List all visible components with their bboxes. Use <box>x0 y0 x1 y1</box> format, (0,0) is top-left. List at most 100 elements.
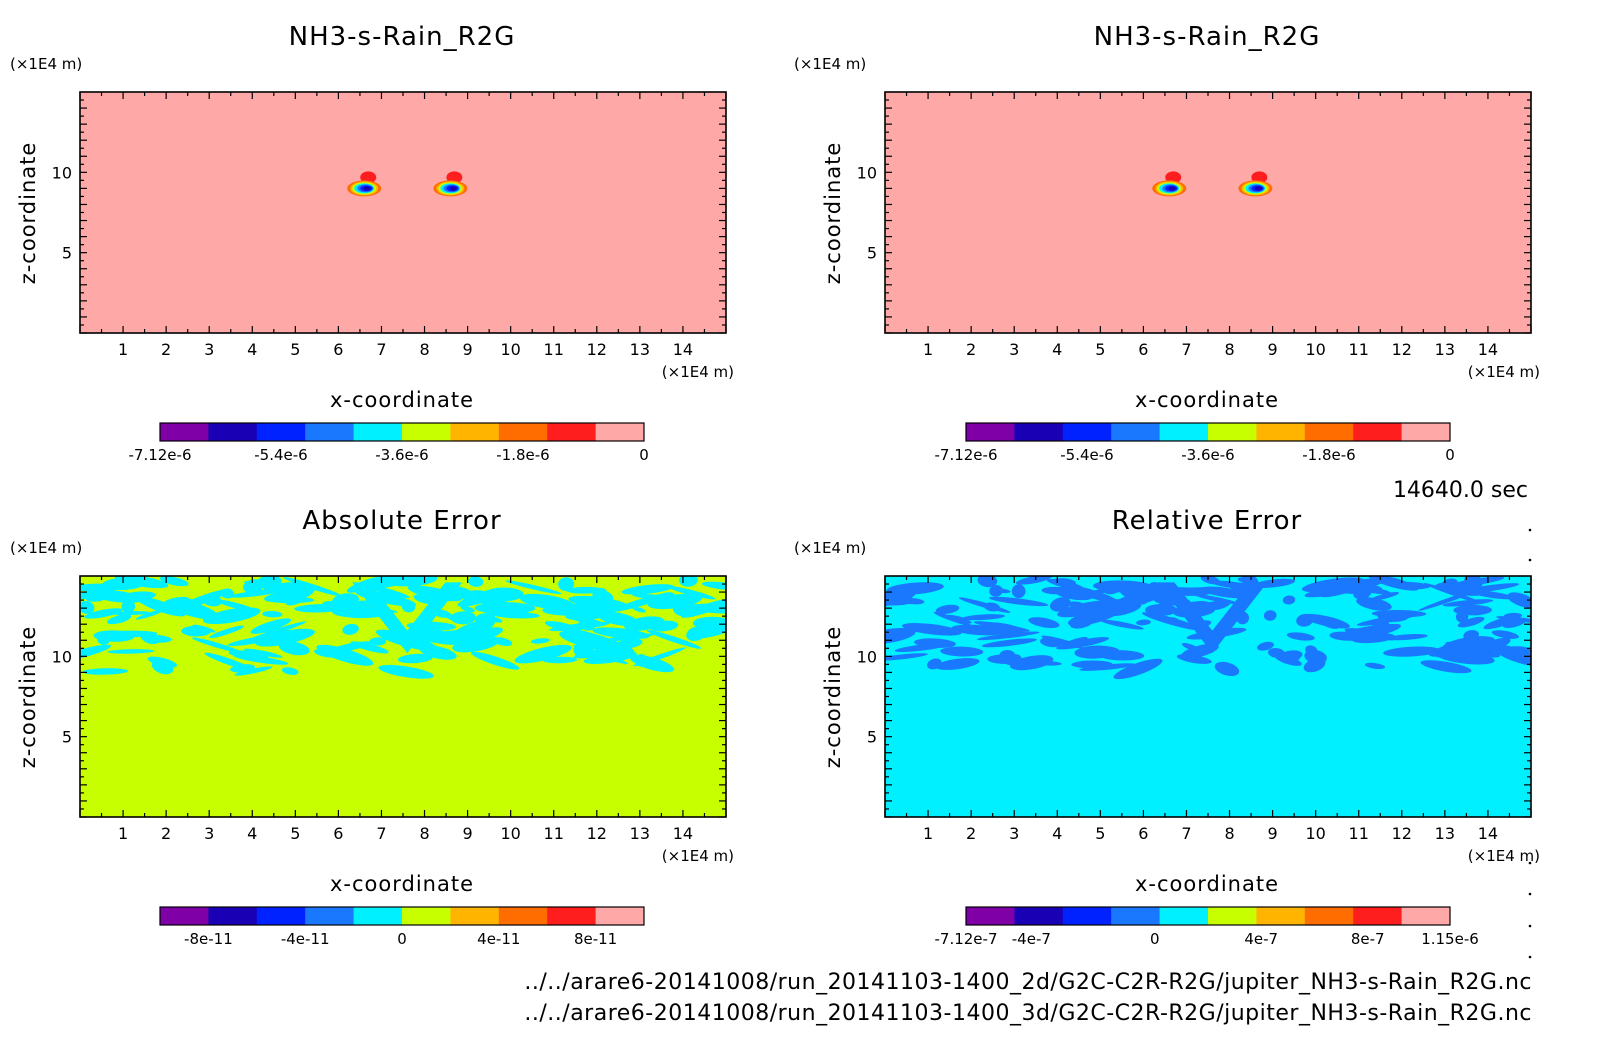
colorbar-label: -7.12e-7 <box>935 930 998 948</box>
colorbar-label: -5.4e-6 <box>1060 446 1113 464</box>
noise-patch <box>530 638 550 644</box>
noise-patch <box>1099 619 1144 630</box>
x-tick-label: 1 <box>118 824 128 843</box>
noise-patch <box>940 646 984 657</box>
noise-patch <box>988 596 1049 607</box>
noise-patch <box>1041 635 1084 649</box>
axis-ticks <box>884 92 1532 334</box>
axis-ticks <box>884 576 1532 818</box>
noise-patch <box>1420 660 1472 674</box>
colorbar-swatch <box>305 423 355 441</box>
noise-patch <box>1491 630 1519 639</box>
x-tick-label: 1 <box>923 824 933 843</box>
y-unit-label: (×1E4 m) <box>794 55 866 73</box>
noise-patch <box>564 627 624 646</box>
colorbar-swatch <box>1401 907 1451 925</box>
noise-patch <box>894 642 953 653</box>
x-tick-label: 11 <box>544 340 564 359</box>
x-tick-label: 9 <box>1268 824 1278 843</box>
x-tick-label: 2 <box>161 340 171 359</box>
x-tick-label: 14 <box>1478 340 1498 359</box>
colorbar-label: -7.12e-6 <box>129 446 192 464</box>
colorbar-label: -7.12e-6 <box>935 446 998 464</box>
noise-patch <box>1370 592 1400 601</box>
colorbar-swatch <box>966 423 1015 441</box>
noise-patch <box>146 602 189 615</box>
colorbar-swatch <box>966 907 1015 925</box>
noise-patch <box>331 593 359 608</box>
x-tick-label: 2 <box>161 824 171 843</box>
noise-patch <box>1085 599 1127 612</box>
noise-patch <box>542 603 600 616</box>
x-axis-label: x-coordinate <box>1135 388 1279 412</box>
panel-bottom-right: Relative Error (×1E4 m) 1 2 3 4 5 6 7 8 9 10 11 12 1… <box>794 506 1540 948</box>
noise-patch <box>1377 610 1409 622</box>
noise-patch <box>1103 580 1125 595</box>
noise-patch <box>646 629 702 649</box>
colorbar-frame <box>159 422 645 442</box>
noise-patch <box>632 606 646 613</box>
x-tick-label: 12 <box>1392 340 1412 359</box>
panel-title: Relative Error <box>1112 506 1303 536</box>
x-tick-label: 11 <box>544 824 564 843</box>
noise-patch <box>262 610 283 618</box>
noise-patch <box>460 605 475 613</box>
noise-patch <box>951 624 1004 636</box>
colorbar-swatch <box>547 423 597 441</box>
noise-patch <box>369 637 387 646</box>
x-tick-label: 1 <box>118 340 128 359</box>
noise-patch <box>204 652 254 671</box>
x-unit-label: (×1E4 m) <box>1468 363 1540 381</box>
colorbar-swatch <box>1014 423 1064 441</box>
x-tick-label: 10 <box>500 824 520 843</box>
colorbar-label: 8e-7 <box>1351 930 1385 948</box>
colorbar-swatch <box>1159 907 1209 925</box>
x-tick-label: 12 <box>587 340 607 359</box>
x-tick-label: 13 <box>1435 340 1455 359</box>
x-tick-label: 8 <box>1224 824 1234 843</box>
colorbar-label: 0 <box>397 930 407 948</box>
axis-ticks <box>79 576 727 818</box>
noise-patch <box>621 584 675 595</box>
noise-patch <box>1356 597 1392 611</box>
x-tick-label: 14 <box>673 824 693 843</box>
noise-patch <box>203 607 261 625</box>
noise-patch <box>1302 613 1350 629</box>
noise-patch <box>1113 658 1163 680</box>
noise-patch <box>982 622 1026 637</box>
noise-patch <box>457 587 508 607</box>
noise-patch <box>463 590 487 595</box>
noise-patch <box>1263 610 1277 621</box>
colorbar-swatch <box>1111 907 1161 925</box>
x-tick-label: 1 <box>923 340 933 359</box>
noise-patch <box>192 624 216 633</box>
x-tick-label: 7 <box>376 340 386 359</box>
noise-patch <box>949 662 962 670</box>
noise-patch <box>1286 632 1315 641</box>
noise-patch <box>1453 604 1492 616</box>
noise-patch <box>1364 662 1386 670</box>
x-tick-label: 4 <box>1052 340 1062 359</box>
colorbar: -7.12e-6 -5.4e-6 -3.6e-6 -1.8e-6 0 <box>129 422 649 464</box>
x-tick-label: 7 <box>376 824 386 843</box>
x-axis-label: x-coordinate <box>1135 872 1279 896</box>
colorbar-label: 0 <box>1150 930 1160 948</box>
colorbar-swatch <box>1062 907 1112 925</box>
noise-patch <box>933 611 971 626</box>
noise-patch <box>1492 644 1531 666</box>
noise-patch <box>634 654 648 667</box>
colorbar-swatch <box>1256 907 1306 925</box>
file-path-2d: ../../arare6-20141008/run_20141103-1400_… <box>524 970 1532 995</box>
edge-dots <box>1528 528 1532 959</box>
noise-patch <box>505 580 562 595</box>
colorbar-swatch <box>498 907 548 925</box>
noise-patch <box>573 649 613 659</box>
colorbar-swatch <box>402 423 451 441</box>
colorbar-label: 4e-7 <box>1244 930 1278 948</box>
colorbar-swatch <box>1062 423 1112 441</box>
noise-patch <box>1339 624 1401 638</box>
colorbar-frame <box>965 906 1451 926</box>
noise-patch <box>987 654 1024 665</box>
noise-patch <box>885 628 916 645</box>
